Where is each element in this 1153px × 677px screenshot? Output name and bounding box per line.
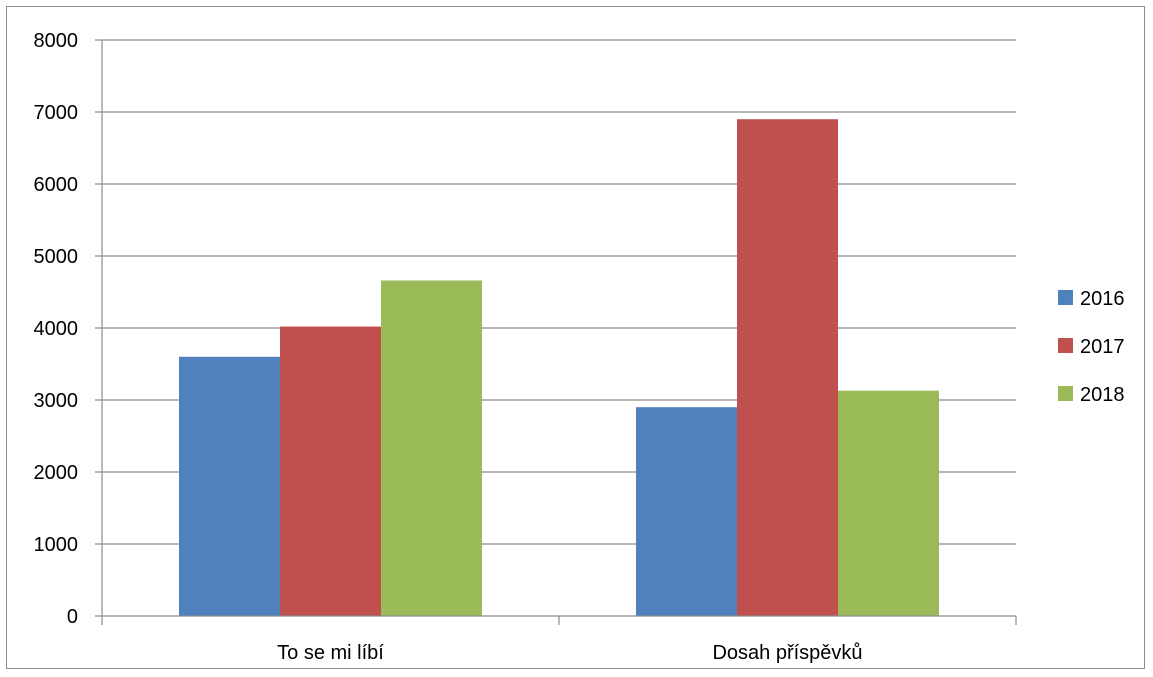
y-tick-label: 4000 <box>34 318 79 340</box>
y-tick-label: 7000 <box>34 102 79 124</box>
bar-2018 <box>838 390 939 616</box>
legend-label-2018: 2018 <box>1080 384 1125 406</box>
y-tick-label: 5000 <box>34 246 79 268</box>
x-category-label: To se mi líbí <box>277 642 384 664</box>
bar-2016 <box>636 407 737 616</box>
x-axis: To se mi líbí Dosah příspěvků <box>101 615 1017 664</box>
y-tick-label: 0 <box>67 606 78 628</box>
legend-swatch-2017 <box>1058 338 1073 353</box>
legend-swatch-2016 <box>1058 290 1073 305</box>
bar-2016 <box>179 356 280 616</box>
y-tick-label: 6000 <box>34 174 79 196</box>
y-tick-label: 8000 <box>34 30 79 52</box>
y-tick-label: 2000 <box>34 462 79 484</box>
y-tick-label: 1000 <box>34 534 79 556</box>
bars <box>179 119 939 616</box>
bar-2017 <box>280 326 381 616</box>
bar-2018 <box>381 280 482 616</box>
bar-2017 <box>737 119 838 616</box>
y-tick-label: 3000 <box>34 390 79 412</box>
legend-label-2017: 2017 <box>1080 336 1125 358</box>
legend-swatch-2018 <box>1058 386 1073 401</box>
x-category-label: Dosah příspěvků <box>712 642 862 664</box>
legend-label-2016: 2016 <box>1080 288 1125 310</box>
legend: 2016 2017 2018 <box>1058 288 1125 406</box>
y-axis: 0 1000 2000 3000 4000 5000 6000 7000 8000 <box>34 30 103 628</box>
